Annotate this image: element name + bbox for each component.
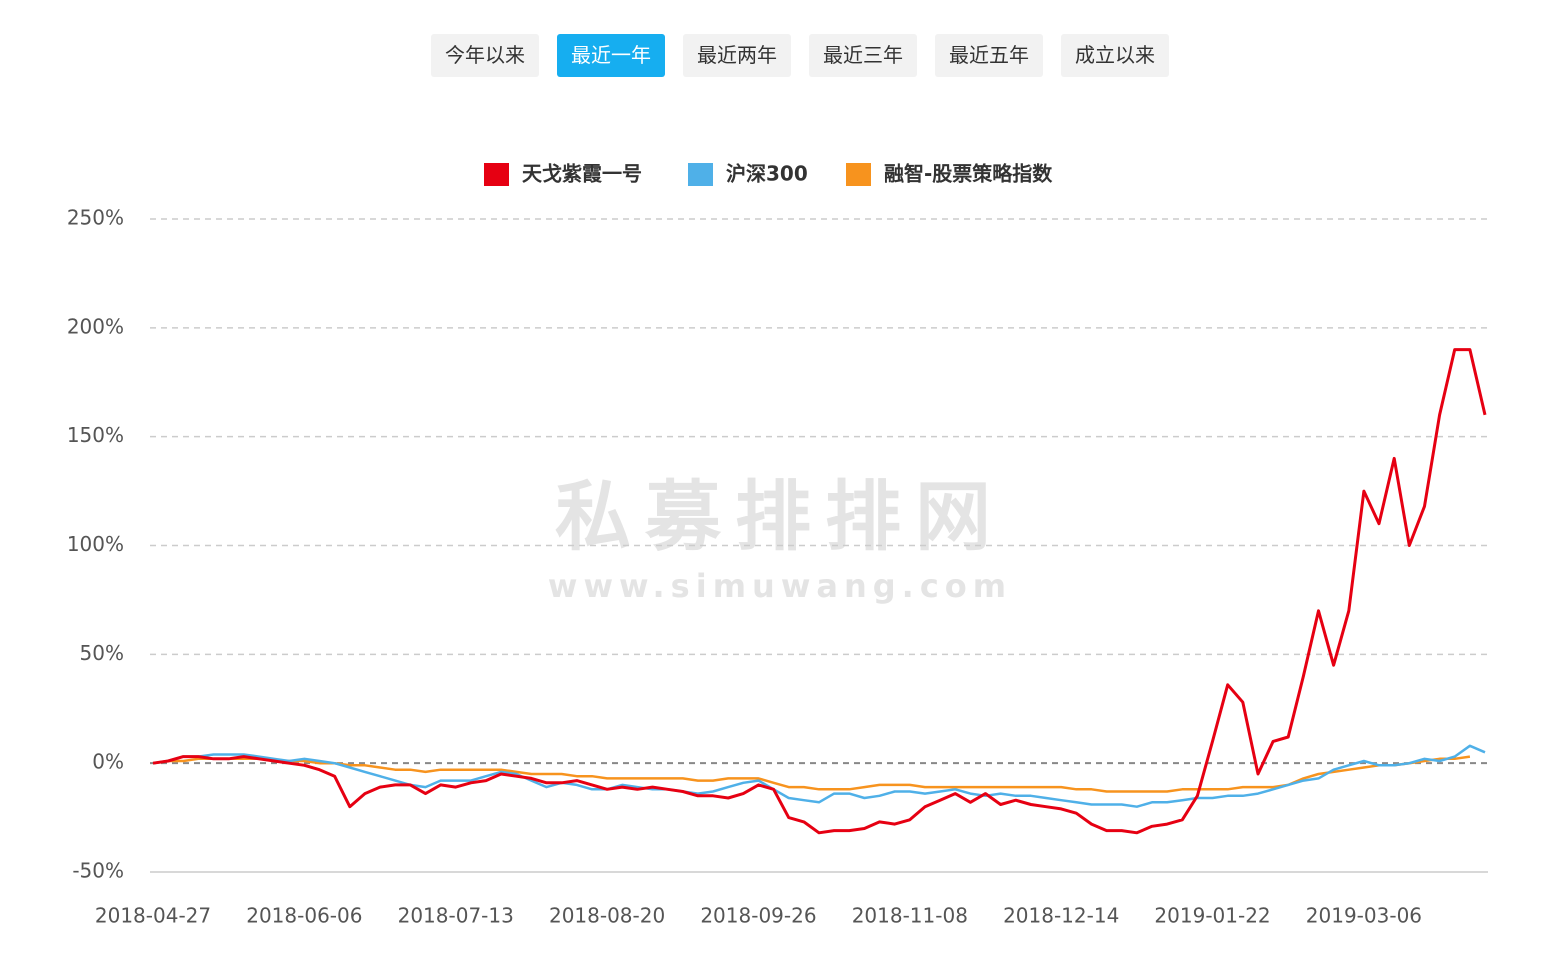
watermark-title: 私募排排网 [555,472,1005,561]
y-tick-label: 200% [67,314,124,338]
tab-bar: 今年以来 最近一年 最近两年 最近三年 最近五年 成立以来 [431,34,1169,77]
x-tick-label: 2018-08-20 [549,904,665,928]
legend-swatch [846,163,871,186]
legend-swatch [688,163,713,186]
x-tick-label: 2019-03-06 [1306,904,1422,928]
x-tick-label: 2018-06-06 [246,904,362,928]
watermark-url: www.simuwang.com [548,567,1012,605]
tab-button[interactable]: 今年以来 [431,34,539,77]
x-tick-label: 2018-11-08 [852,904,968,928]
tab-button[interactable]: 最近一年 [557,34,665,77]
legend-label: 沪深300 [726,162,808,186]
y-tick-label: 100% [67,532,124,556]
series-line [152,744,1486,808]
y-tick-label: 250% [67,206,124,230]
y-tick-label: 150% [67,423,124,447]
legend-label: 天戈紫霞一号 [522,162,642,186]
x-tick-label: 2018-07-13 [398,904,514,928]
x-tick-label: 2018-12-14 [1003,904,1119,928]
tab-button[interactable]: 成立以来 [1061,34,1169,77]
legend-swatch [484,163,509,186]
legend-label: 融智-股票策略指数 [884,162,1053,186]
x-tick-label: 2018-09-26 [700,904,816,928]
x-tick-label: 2018-04-27 [95,904,211,928]
series-line [152,755,1471,793]
x-tick-label: 2019-01-22 [1154,904,1270,928]
tab-button[interactable]: 最近两年 [683,34,791,77]
tab-button[interactable]: 最近五年 [935,34,1043,77]
y-tick-label: 0% [92,750,124,774]
y-tick-label: -50% [72,859,124,883]
tab-button[interactable]: 最近三年 [809,34,917,77]
y-tick-label: 50% [80,641,124,665]
series-line [152,348,1487,835]
